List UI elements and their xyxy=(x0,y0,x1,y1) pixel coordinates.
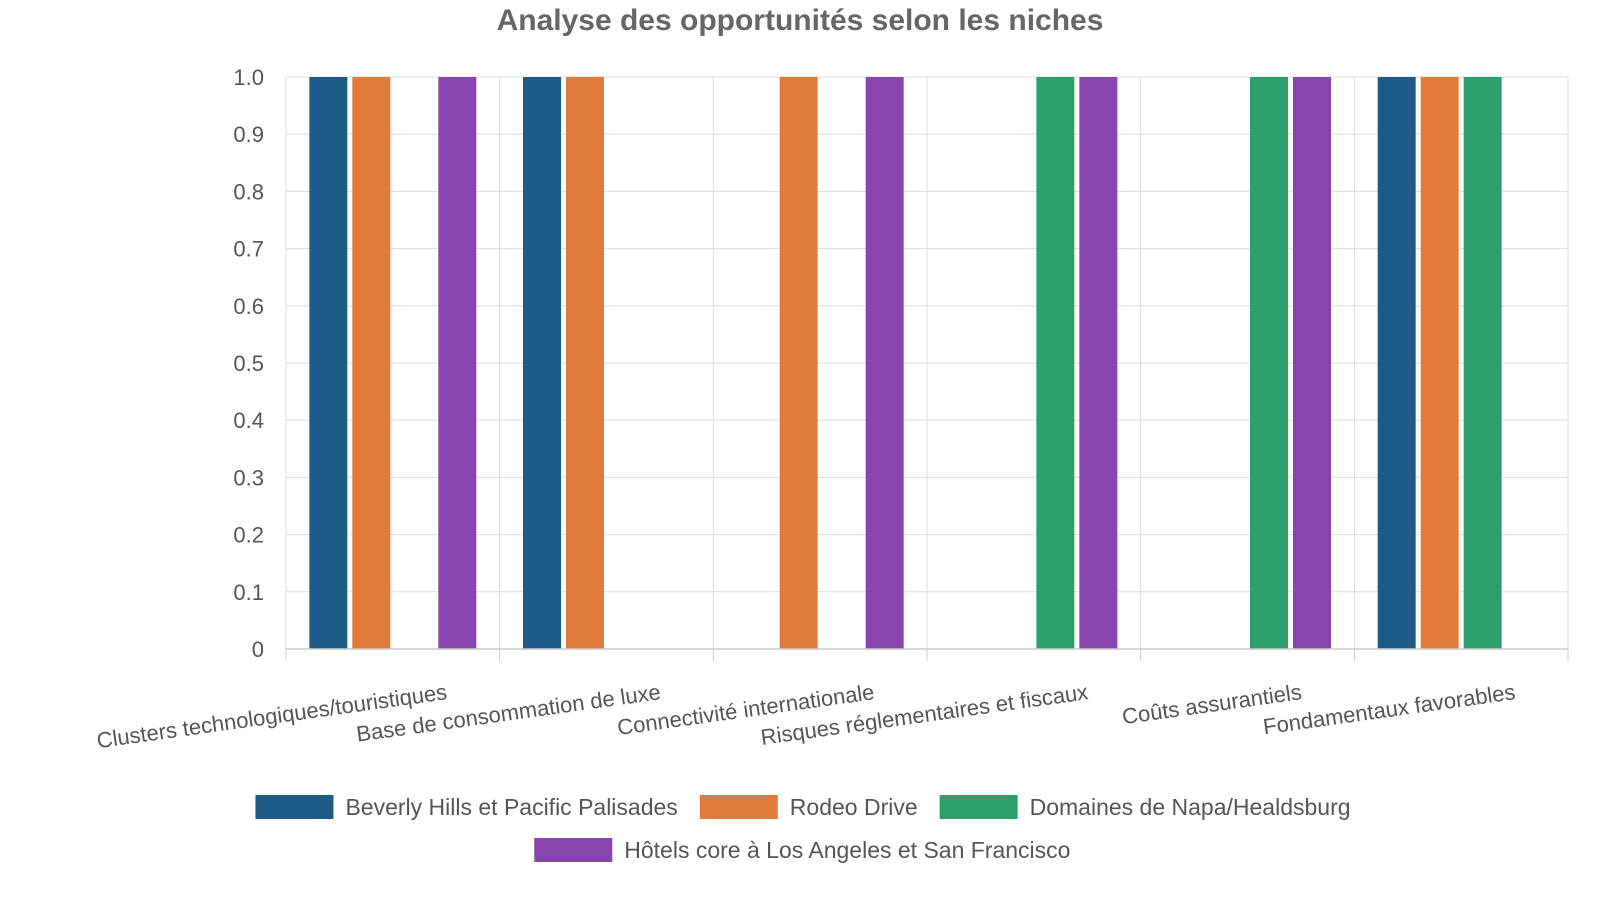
bar[interactable] xyxy=(309,77,348,649)
legend-label: Hôtels core à Los Angeles et San Francis… xyxy=(624,837,1070,863)
y-tick-label: 0.5 xyxy=(233,351,264,376)
y-tick-label: 0 xyxy=(252,637,264,662)
bar[interactable] xyxy=(1293,77,1331,649)
y-tick-label: 0.6 xyxy=(233,294,264,319)
y-tick-label: 0.4 xyxy=(233,408,264,433)
legend-label: Domaines de Napa/Healdsburg xyxy=(1030,794,1351,820)
y-tick-label: 0.3 xyxy=(233,465,264,490)
chart-title: Analyse des opportunités selon les niche… xyxy=(497,4,1104,37)
bar[interactable] xyxy=(1420,77,1459,649)
legend-swatch xyxy=(699,795,778,819)
bars-layer xyxy=(309,77,1502,649)
bar[interactable] xyxy=(566,77,604,649)
bar[interactable] xyxy=(523,77,561,649)
legend-item[interactable]: Rodeo Drive xyxy=(699,794,918,820)
bar[interactable] xyxy=(438,77,477,649)
y-tick-label: 1.0 xyxy=(233,65,264,90)
legend: Beverly Hills et Pacific Palisades Rodeo … xyxy=(255,794,1351,863)
bar[interactable] xyxy=(1036,77,1075,649)
legend-label: Beverly Hills et Pacific Palisades xyxy=(345,794,677,820)
bar[interactable] xyxy=(1079,77,1118,649)
bar[interactable] xyxy=(1250,77,1288,649)
y-tick-label: 0.8 xyxy=(233,179,264,204)
y-tick-label: 0.1 xyxy=(233,580,264,605)
y-tick-label: 0.9 xyxy=(233,122,264,147)
bar[interactable] xyxy=(865,77,904,649)
legend-item[interactable]: Domaines de Napa/Healdsburg xyxy=(939,794,1351,820)
y-tick-label: 0.7 xyxy=(233,237,264,262)
legend-item[interactable]: Hôtels core à Los Angeles et San Francis… xyxy=(534,837,1070,863)
grid-layer xyxy=(285,76,1569,650)
bar[interactable] xyxy=(352,77,391,649)
legend-swatch xyxy=(255,795,334,819)
bar[interactable] xyxy=(1463,77,1502,649)
legend-item[interactable]: Beverly Hills et Pacific Palisades xyxy=(255,794,678,820)
bar[interactable] xyxy=(779,77,818,649)
bar[interactable] xyxy=(1377,77,1416,649)
legend-swatch xyxy=(534,838,613,862)
y-tick-label: 0.2 xyxy=(233,523,264,548)
legend-swatch xyxy=(939,795,1018,819)
legend-label: Rodeo Drive xyxy=(790,794,918,820)
